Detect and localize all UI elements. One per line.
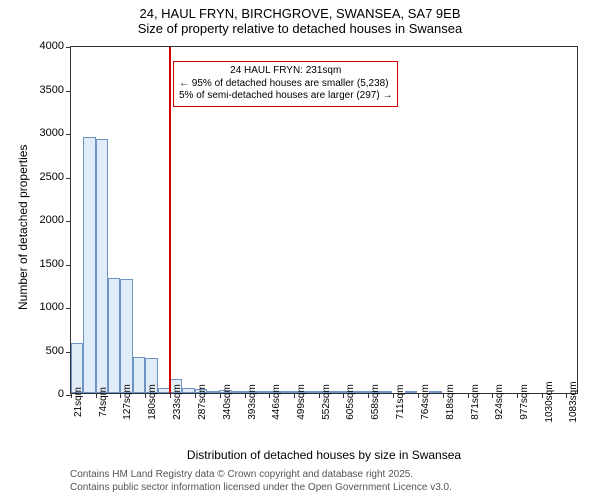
x-tick-label: 180sqm — [147, 384, 158, 420]
x-tick — [443, 393, 444, 398]
annotation-line-1: 24 HAUL FRYN: 231sqm — [179, 65, 392, 78]
histogram-bar — [182, 388, 194, 393]
y-tick-label: 3000 — [0, 127, 64, 139]
histogram-bar — [120, 279, 132, 393]
histogram-bar — [71, 343, 83, 393]
x-tick-label: 499sqm — [296, 384, 307, 420]
x-tick — [393, 393, 394, 398]
x-tick-label: 127sqm — [122, 384, 133, 420]
y-tick — [66, 47, 71, 48]
y-tick-label: 2500 — [0, 171, 64, 183]
histogram-bar — [281, 391, 293, 393]
title-line-1: 24, HAUL FRYN, BIRCHGROVE, SWANSEA, SA7 … — [0, 6, 600, 21]
histogram-bar — [83, 137, 95, 393]
histogram-bar — [133, 357, 145, 393]
y-tick-label: 1000 — [0, 301, 64, 313]
x-tick-label: 871sqm — [470, 384, 481, 420]
x-tick — [96, 393, 97, 398]
y-tick — [66, 134, 71, 135]
x-tick-label: 21sqm — [73, 387, 84, 417]
x-tick-label: 340sqm — [222, 384, 233, 420]
x-tick-label: 1083sqm — [568, 381, 579, 422]
y-tick — [66, 178, 71, 179]
y-tick-label: 0 — [0, 388, 64, 400]
x-tick — [245, 393, 246, 398]
x-tick-label: 658sqm — [370, 384, 381, 420]
histogram-bar — [232, 391, 244, 393]
plot-area: 24 HAUL FRYN: 231sqm← 95% of detached ho… — [70, 46, 578, 394]
x-tick — [418, 393, 419, 398]
x-tick — [71, 393, 72, 398]
y-tick — [66, 308, 71, 309]
title-block: 24, HAUL FRYN, BIRCHGROVE, SWANSEA, SA7 … — [0, 0, 600, 36]
marker-line — [169, 47, 171, 393]
x-tick-label: 287sqm — [197, 384, 208, 420]
x-tick — [220, 393, 221, 398]
x-tick-label: 1030sqm — [544, 381, 555, 422]
x-tick — [145, 393, 146, 398]
x-tick-label: 764sqm — [420, 384, 431, 420]
x-tick — [517, 393, 518, 398]
x-tick — [468, 393, 469, 398]
x-tick — [542, 393, 543, 398]
x-tick-label: 711sqm — [395, 385, 406, 420]
y-tick — [66, 265, 71, 266]
y-axis-title: Number of detached properties — [16, 145, 30, 310]
histogram-bar — [331, 391, 343, 393]
annotation-box: 24 HAUL FRYN: 231sqm← 95% of detached ho… — [173, 61, 398, 107]
histogram-bar — [355, 391, 367, 393]
y-tick-label: 1500 — [0, 258, 64, 270]
histogram-bar — [429, 391, 441, 393]
annotation-line-3: 5% of semi-detached houses are larger (2… — [179, 90, 392, 103]
x-tick-label: 552sqm — [321, 384, 332, 420]
histogram-bar — [207, 391, 219, 393]
y-tick-label: 500 — [0, 345, 64, 357]
y-tick — [66, 91, 71, 92]
histogram-bar — [405, 391, 417, 393]
histogram-bar — [306, 391, 318, 393]
histogram-bar — [256, 391, 268, 393]
y-tick-label: 2000 — [0, 214, 64, 226]
footer-attribution: Contains HM Land Registry data © Crown c… — [70, 468, 452, 494]
chart-container: 24, HAUL FRYN, BIRCHGROVE, SWANSEA, SA7 … — [0, 0, 600, 500]
x-tick — [368, 393, 369, 398]
histogram-bar — [380, 391, 392, 393]
footer-line-1: Contains HM Land Registry data © Crown c… — [70, 468, 452, 481]
x-tick-label: 924sqm — [494, 384, 505, 420]
x-tick — [170, 393, 171, 398]
y-tick-label: 4000 — [0, 40, 64, 52]
title-line-2: Size of property relative to detached ho… — [0, 21, 600, 36]
x-tick-label: 74sqm — [98, 387, 109, 417]
x-tick — [195, 393, 196, 398]
y-tick — [66, 221, 71, 222]
footer-line-2: Contains public sector information licen… — [70, 481, 452, 494]
annotation-line-2: ← 95% of detached houses are smaller (5,… — [179, 78, 392, 91]
x-tick-label: 233sqm — [172, 384, 183, 420]
histogram-bar — [108, 278, 120, 393]
x-tick-label: 605sqm — [345, 384, 356, 420]
x-tick-label: 818sqm — [445, 384, 456, 420]
x-tick — [319, 393, 320, 398]
y-tick-label: 3500 — [0, 84, 64, 96]
x-tick-label: 393sqm — [247, 384, 258, 420]
x-tick — [294, 393, 295, 398]
x-tick-label: 977sqm — [519, 384, 530, 420]
x-tick-label: 446sqm — [271, 384, 282, 420]
x-axis-title: Distribution of detached houses by size … — [70, 448, 578, 462]
histogram-bar — [96, 139, 108, 393]
